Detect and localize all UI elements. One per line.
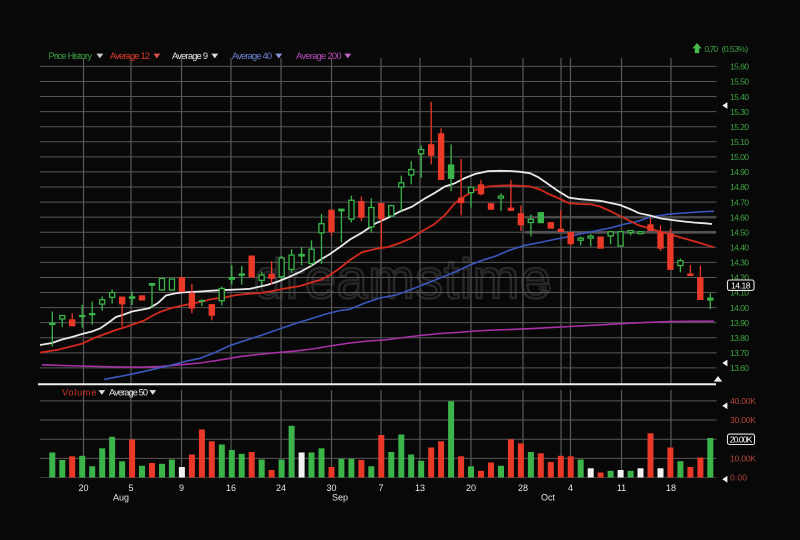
svg-text:0.70: 0.70 <box>705 44 719 54</box>
svg-text:15.50: 15.50 <box>730 77 749 87</box>
svg-text:Sep: Sep <box>332 493 348 503</box>
svg-text:Average 50: Average 50 <box>109 388 148 398</box>
svg-text:20: 20 <box>466 483 476 493</box>
svg-text:16: 16 <box>226 483 236 493</box>
svg-text:Average 40: Average 40 <box>232 51 272 61</box>
svg-text:14.18: 14.18 <box>731 280 751 290</box>
svg-text:14.40: 14.40 <box>730 243 749 253</box>
svg-text:7: 7 <box>378 483 383 493</box>
svg-text:40.00K: 40.00K <box>730 396 756 406</box>
svg-text:14.80: 14.80 <box>730 182 749 192</box>
svg-text:10.00K: 10.00K <box>730 454 756 464</box>
svg-text:30.00K: 30.00K <box>730 415 756 425</box>
svg-text:15.60: 15.60 <box>730 62 749 72</box>
svg-text:dreamstime: dreamstime <box>254 247 552 310</box>
svg-text:14.70: 14.70 <box>730 197 749 207</box>
svg-text:Aug: Aug <box>113 493 129 503</box>
svg-text:Volume: Volume <box>62 388 97 398</box>
svg-text:24: 24 <box>276 483 286 493</box>
svg-text:14.30: 14.30 <box>730 258 749 268</box>
svg-text:15.20: 15.20 <box>730 122 749 132</box>
svg-text:4: 4 <box>568 483 573 493</box>
svg-text:13.80: 13.80 <box>730 333 749 343</box>
svg-text:Oct: Oct <box>541 493 556 503</box>
svg-text:13.90: 13.90 <box>730 318 749 328</box>
svg-text:Average 200: Average 200 <box>296 51 342 61</box>
svg-text:15.00: 15.00 <box>730 152 749 162</box>
svg-text:14.20: 14.20 <box>730 273 749 283</box>
svg-text:14.90: 14.90 <box>730 167 749 177</box>
svg-text:11: 11 <box>617 483 626 493</box>
svg-text:15.30: 15.30 <box>730 107 749 117</box>
svg-text:20.00K: 20.00K <box>730 435 753 445</box>
svg-text:30: 30 <box>326 483 336 493</box>
svg-text:Average 12: Average 12 <box>110 51 150 61</box>
svg-text:15.40: 15.40 <box>730 92 749 102</box>
svg-text:14.50: 14.50 <box>730 227 749 237</box>
svg-text:5: 5 <box>128 483 133 493</box>
svg-text:R: R <box>542 285 548 294</box>
svg-text:15.10: 15.10 <box>730 137 749 147</box>
svg-text:14.60: 14.60 <box>730 212 749 222</box>
svg-text:13.70: 13.70 <box>730 348 749 358</box>
svg-text:0.00: 0.00 <box>730 473 747 483</box>
svg-text:(0.53%): (0.53%) <box>722 44 749 54</box>
svg-text:20: 20 <box>78 483 88 493</box>
svg-text:14.00: 14.00 <box>730 303 749 313</box>
svg-text:9: 9 <box>179 483 184 493</box>
svg-text:13.60: 13.60 <box>730 363 749 373</box>
svg-text:Average 9: Average 9 <box>172 51 208 61</box>
svg-text:14.10: 14.10 <box>730 288 749 298</box>
svg-text:13: 13 <box>415 483 425 493</box>
svg-text:18: 18 <box>666 483 676 493</box>
svg-text:Price History: Price History <box>49 51 93 61</box>
svg-text:28: 28 <box>518 483 528 493</box>
